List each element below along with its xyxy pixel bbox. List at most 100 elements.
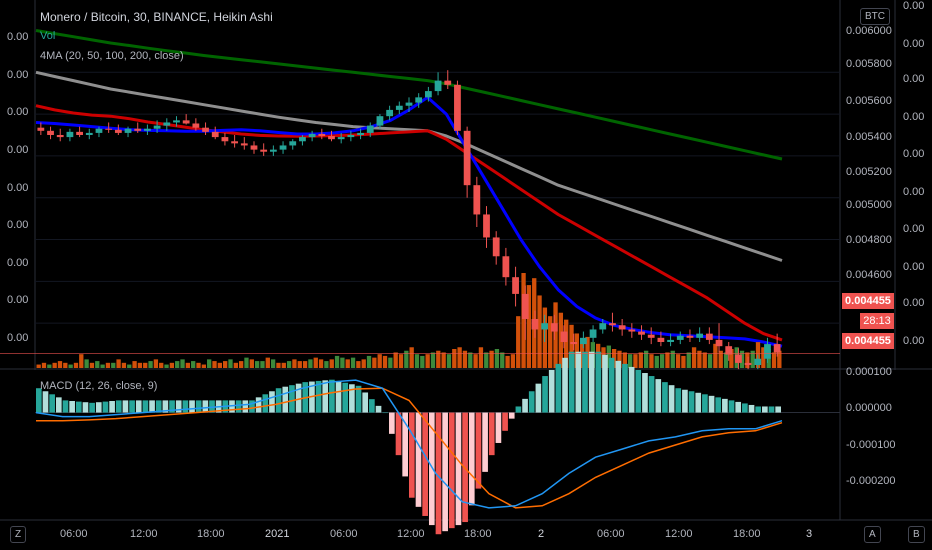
macd-histogram-bar	[502, 412, 508, 431]
macd-histogram-bar	[375, 405, 382, 413]
volume-bar	[361, 359, 366, 368]
volume-bar	[404, 350, 409, 368]
candle-body	[85, 132, 93, 135]
candle-body	[725, 346, 733, 355]
macd-histogram-bar	[715, 397, 722, 413]
volume-bar	[57, 361, 63, 368]
candle-body	[182, 120, 190, 124]
macd-histogram-bar	[775, 406, 781, 413]
macd-histogram-bar	[482, 412, 488, 472]
volume-bar	[366, 355, 372, 368]
countdown-badge: 28:13	[860, 313, 894, 329]
macd-histogram-bar	[668, 385, 675, 413]
macd-histogram-bar	[389, 412, 395, 434]
macd-histogram-bar	[42, 391, 49, 413]
macd-histogram-bar	[762, 406, 768, 413]
left-axis-tick: 0.00	[7, 332, 29, 344]
volume-bar	[393, 352, 398, 368]
time-axis-tick: 12:00	[130, 528, 158, 540]
macd-histogram-bar	[369, 399, 375, 413]
candle-body	[95, 128, 103, 133]
far-right-axis-tick: 0.00	[903, 148, 925, 160]
volume-bar	[478, 347, 484, 368]
far-right-axis-tick: 0.00	[903, 335, 925, 347]
macd-axis-tick: -0.000100	[846, 439, 896, 451]
candle-body	[696, 333, 704, 338]
volume-bar	[329, 359, 334, 368]
volume-bar	[185, 362, 191, 368]
volume-bar	[116, 359, 121, 368]
volume-bar	[89, 362, 95, 368]
macd-histogram-bar	[69, 400, 75, 413]
volume-bar	[739, 350, 745, 368]
volume-bar	[382, 355, 388, 368]
macd-histogram-bar	[708, 395, 715, 413]
price-axis-tick: 0.004600	[846, 269, 892, 281]
price-grid	[35, 71, 840, 324]
far-right-axis-tick: 0.00	[903, 186, 925, 198]
candle-body	[628, 329, 636, 332]
candle-body	[512, 277, 519, 294]
macd-histogram-bar	[588, 351, 595, 413]
volume-bar	[169, 362, 175, 368]
candle-body	[279, 145, 287, 150]
candle-body	[638, 331, 645, 335]
macd-histogram-bar	[209, 400, 215, 413]
macd-histogram-bar	[662, 382, 668, 413]
volume-bar	[691, 347, 697, 368]
volume-bar	[207, 359, 212, 368]
volume-bar	[494, 349, 500, 368]
candle-body	[463, 130, 471, 186]
ma-label: 4MA (20, 50, 100, 200, close)	[40, 50, 184, 62]
macd-histogram-bar	[102, 401, 109, 413]
left-axis-tick: 0.00	[7, 106, 29, 118]
volume-bar	[457, 347, 462, 368]
time-axis-tick: 2021	[265, 528, 290, 540]
macd-histogram-bar	[189, 400, 195, 413]
volume-bar	[372, 357, 377, 368]
macd-histogram-bar	[262, 394, 269, 413]
volume-bar	[148, 361, 153, 368]
macd-histogram-bar	[349, 384, 355, 413]
far-right-axis-tick: 0.00	[903, 0, 925, 12]
volume-bar	[670, 350, 675, 368]
left-axis-tick: 0.00	[7, 69, 29, 81]
volume-bar	[201, 364, 207, 368]
macd-histogram-bar	[182, 400, 189, 413]
macd-histogram-bar	[342, 382, 349, 413]
auto-scale-button[interactable]: A	[864, 526, 881, 543]
candle-body	[405, 102, 413, 106]
volume-bar	[425, 354, 430, 368]
volume-bar	[217, 362, 222, 368]
time-axis-tick: 18:00	[733, 528, 761, 540]
macd-histogram-bar	[355, 385, 362, 413]
time-axis-tick: 3	[806, 528, 813, 540]
macd-histogram-bar	[322, 380, 329, 413]
macd-histogram-bar	[595, 351, 602, 413]
currency-badge[interactable]: BTC	[860, 8, 890, 25]
volume-bar	[617, 350, 622, 368]
macd-axis-tick: 0.000000	[846, 402, 892, 414]
volume-bar	[180, 359, 185, 368]
volume-bar	[745, 352, 750, 368]
candle-body	[318, 133, 326, 137]
volume-bar	[702, 352, 707, 368]
time-axis-tick: 18:00	[464, 528, 492, 540]
macd-histogram-bar	[622, 363, 628, 413]
candle-body	[337, 137, 345, 140]
macd-histogram-bar	[435, 412, 442, 535]
zoom-button[interactable]: Z	[10, 526, 27, 543]
macd-histogram-bar	[95, 402, 102, 413]
macd-histogram-bar	[735, 401, 742, 413]
candle-body	[434, 80, 442, 92]
macd-histogram-bar	[335, 381, 342, 413]
macd-histogram-bar	[275, 388, 282, 413]
b-button[interactable]: B	[908, 526, 925, 543]
candle-body	[376, 116, 384, 126]
volume-bar	[324, 361, 329, 368]
macd-histogram-bar	[742, 403, 748, 413]
volume-bar	[356, 361, 361, 368]
left-axis-tick: 0.00	[7, 257, 29, 269]
candle-body	[609, 323, 616, 326]
